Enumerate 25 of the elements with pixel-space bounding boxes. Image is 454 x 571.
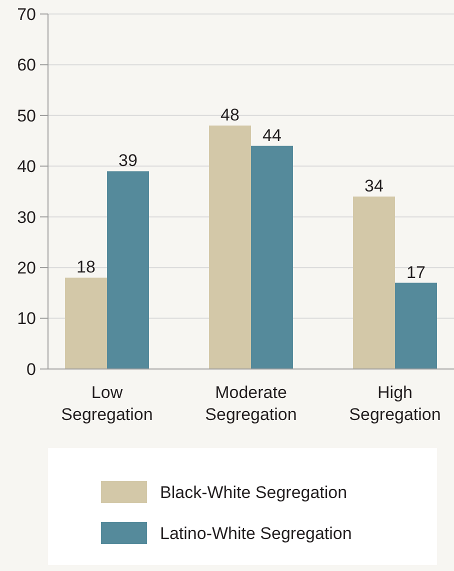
data-label: 48 xyxy=(220,106,240,125)
bar xyxy=(395,282,437,369)
data-label: 39 xyxy=(118,151,138,170)
y-tick-label: 70 xyxy=(17,4,36,24)
x-tick-label: Low Segregation xyxy=(61,383,153,424)
data-label: 34 xyxy=(364,176,384,196)
data-label: 18 xyxy=(76,258,96,277)
legend-label: Latino-White Segregation xyxy=(160,524,352,543)
x-tick-label: High Segregation xyxy=(349,383,441,424)
y-tick-label: 40 xyxy=(17,157,36,176)
y-tick-label: 60 xyxy=(17,56,36,75)
bar xyxy=(353,196,395,369)
y-tick-label: 0 xyxy=(26,360,36,379)
legend-label: Black-White Segregation xyxy=(160,482,348,502)
y-tick-label: 20 xyxy=(17,258,36,278)
bar xyxy=(251,146,293,369)
data-label: 44 xyxy=(262,126,282,145)
bar xyxy=(107,171,149,369)
data-label: 17 xyxy=(406,262,426,282)
bar xyxy=(65,278,107,369)
bar xyxy=(209,126,251,369)
y-tick-label: 10 xyxy=(17,309,36,328)
y-tick-label: 50 xyxy=(17,106,36,126)
y-tick-label: 30 xyxy=(17,208,36,227)
x-tick-label: Moderate Segregation xyxy=(205,383,297,424)
